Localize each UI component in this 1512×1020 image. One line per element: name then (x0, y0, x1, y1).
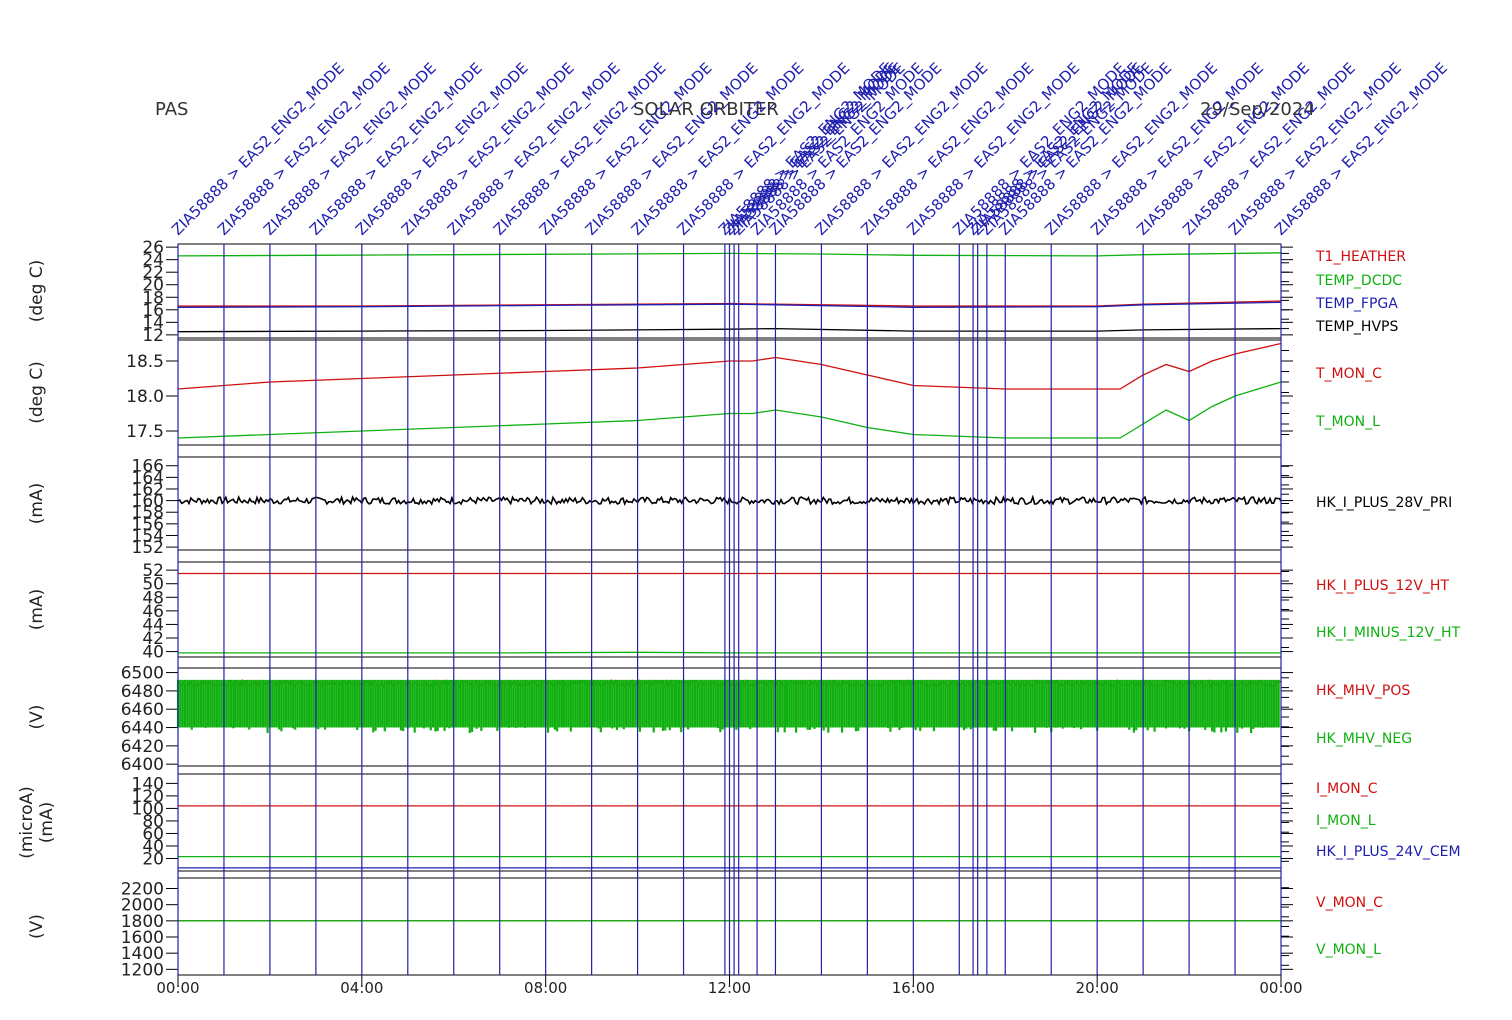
y-tick-label: 20 (142, 849, 164, 869)
y-tick-label: 140 (132, 774, 164, 794)
x-tick-label: 12:00 (708, 979, 751, 997)
y-tick-label: 6500 (121, 664, 164, 684)
instrument-label: PAS (155, 99, 189, 120)
y-tick-label: 50 (142, 575, 164, 595)
y-tick-label: 6400 (121, 755, 164, 775)
series-hk_mhv_neg (176, 679, 1280, 733)
y-axis-label: (deg C) (27, 361, 47, 424)
y-tick-label: 158 (132, 503, 164, 523)
y-tick-label: 1800 (121, 912, 164, 932)
x-tick-label: 20:00 (1076, 979, 1119, 997)
y-axis-label: (deg C) (27, 260, 47, 323)
date-label: 29/Sep/2024 (1200, 99, 1315, 120)
x-tick-label: 16:00 (892, 979, 935, 997)
x-tick-label: 04:00 (340, 979, 383, 997)
legend-hk_i_minus_12v_ht: HK_I_MINUS_12V_HT (1316, 625, 1461, 641)
legend-v_mon_c: V_MON_C (1316, 895, 1383, 911)
y-tick-label: 100 (132, 799, 164, 819)
y-tick-label: 1600 (121, 928, 164, 948)
y-tick-label: 44 (142, 615, 164, 635)
legend-t_mon_c: T_MON_C (1315, 366, 1382, 382)
y-tick-label: 80 (142, 812, 164, 832)
y-axis-label: (mA) (27, 483, 47, 524)
y-axis-label: (V) (27, 914, 47, 939)
y-tick-label: 18 (142, 288, 164, 308)
y-tick-label: 164 (132, 468, 164, 488)
y-axis-label: (microA) (17, 786, 37, 859)
y-tick-label: 156 (132, 515, 164, 535)
y-tick-label: 46 (142, 602, 164, 622)
legend-i_mon_c: I_MON_C (1316, 781, 1378, 797)
y-tick-label: 162 (132, 480, 164, 500)
y-tick-label: 2200 (121, 880, 164, 900)
y-tick-label: 154 (132, 526, 164, 546)
y-tick-label: 60 (142, 824, 164, 844)
y-tick-label: 24 (142, 251, 164, 271)
mission-label: SOLAR ORBITER (633, 99, 779, 120)
y-tick-label: 1200 (121, 960, 164, 980)
legend-temp_dcdc: TEMP_DCDC (1315, 273, 1402, 289)
y-tick-label: 52 (142, 561, 164, 581)
y-tick-label: 40 (142, 837, 164, 857)
legend-t1_heather: T1_HEATHER (1315, 249, 1406, 265)
x-tick-label: 00:00 (1259, 979, 1302, 997)
legend-hk_mhv_pos: HK_MHV_POS (1316, 683, 1410, 699)
y-tick-label: 6420 (121, 737, 164, 757)
y-tick-label: 20 (142, 276, 164, 296)
legend-hk_i_plus_28v_pri: HK_I_PLUS_28V_PRI (1316, 495, 1452, 511)
y-tick-label: 18.0 (126, 387, 164, 407)
y-axis-label: (mA) (27, 589, 47, 630)
legend-temp_fpga: TEMP_FPGA (1315, 296, 1398, 312)
y-tick-label: 2000 (121, 896, 164, 916)
legend-hk_mhv_neg: HK_MHV_NEG (1316, 731, 1412, 747)
legend-hk_i_plus_24v_cem: HK_I_PLUS_24V_CEM (1316, 844, 1461, 860)
y-tick-label: 120 (132, 787, 164, 807)
y-tick-label: 1400 (121, 944, 164, 964)
y-tick-label: 166 (132, 457, 164, 477)
legend-v_mon_l: V_MON_L (1316, 942, 1381, 958)
y-tick-label: 40 (142, 643, 164, 663)
legend-hk_i_plus_12v_ht: HK_I_PLUS_12V_HT (1316, 578, 1449, 594)
x-tick-label: 00:00 (156, 979, 199, 997)
y-tick-label: 6460 (121, 700, 164, 720)
y-tick-label: 6440 (121, 719, 164, 739)
y-tick-label: 6480 (121, 682, 164, 702)
x-tick-label: 08:00 (524, 979, 567, 997)
legend-t_mon_l: T_MON_L (1315, 414, 1380, 430)
y-axis-label: (V) (27, 705, 47, 730)
panel-2: 17.5 18.0 18.5 (deg C) T_MON_C T_MON_L (27, 339, 1382, 446)
y-tick-label: 17.5 (126, 422, 164, 442)
y-tick-label: 152 (132, 538, 164, 558)
y-tick-label: 26 (142, 238, 164, 258)
y-tick-label: 12 (142, 326, 164, 346)
y-tick-label: 22 (142, 263, 164, 283)
legend-i_mon_l: I_MON_L (1316, 813, 1376, 829)
y-tick-label: 48 (142, 588, 164, 608)
legend-temp_hvps: TEMP_HVPS (1315, 319, 1398, 335)
y-tick-label: 42 (142, 629, 164, 649)
y-tick-label: 14 (142, 313, 164, 333)
y-tick-label: 160 (132, 492, 164, 512)
y-axis-label: (mA) (37, 802, 57, 843)
y-tick-label: 18.5 (126, 352, 164, 372)
y-tick-label: 16 (142, 301, 164, 321)
